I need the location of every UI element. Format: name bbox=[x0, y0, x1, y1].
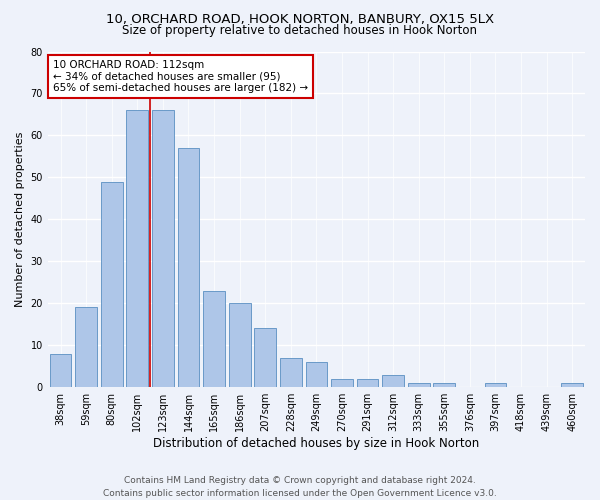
Bar bbox=[75, 308, 97, 387]
Bar bbox=[178, 148, 199, 387]
Bar bbox=[229, 304, 251, 387]
Bar bbox=[203, 290, 225, 387]
Bar bbox=[254, 328, 276, 387]
Y-axis label: Number of detached properties: Number of detached properties bbox=[15, 132, 25, 307]
Bar bbox=[562, 383, 583, 387]
Text: 10, ORCHARD ROAD, HOOK NORTON, BANBURY, OX15 5LX: 10, ORCHARD ROAD, HOOK NORTON, BANBURY, … bbox=[106, 12, 494, 26]
Text: Contains HM Land Registry data © Crown copyright and database right 2024.
Contai: Contains HM Land Registry data © Crown c… bbox=[103, 476, 497, 498]
Bar bbox=[152, 110, 174, 387]
Bar bbox=[408, 383, 430, 387]
Text: 10 ORCHARD ROAD: 112sqm
← 34% of detached houses are smaller (95)
65% of semi-de: 10 ORCHARD ROAD: 112sqm ← 34% of detache… bbox=[53, 60, 308, 93]
Bar bbox=[101, 182, 122, 387]
Bar bbox=[50, 354, 71, 387]
Bar bbox=[280, 358, 302, 387]
Bar bbox=[305, 362, 327, 387]
Bar bbox=[433, 383, 455, 387]
Text: Size of property relative to detached houses in Hook Norton: Size of property relative to detached ho… bbox=[122, 24, 478, 37]
Bar bbox=[382, 374, 404, 387]
X-axis label: Distribution of detached houses by size in Hook Norton: Distribution of detached houses by size … bbox=[153, 437, 479, 450]
Bar bbox=[127, 110, 148, 387]
Bar bbox=[485, 383, 506, 387]
Bar bbox=[331, 379, 353, 387]
Bar bbox=[356, 379, 379, 387]
